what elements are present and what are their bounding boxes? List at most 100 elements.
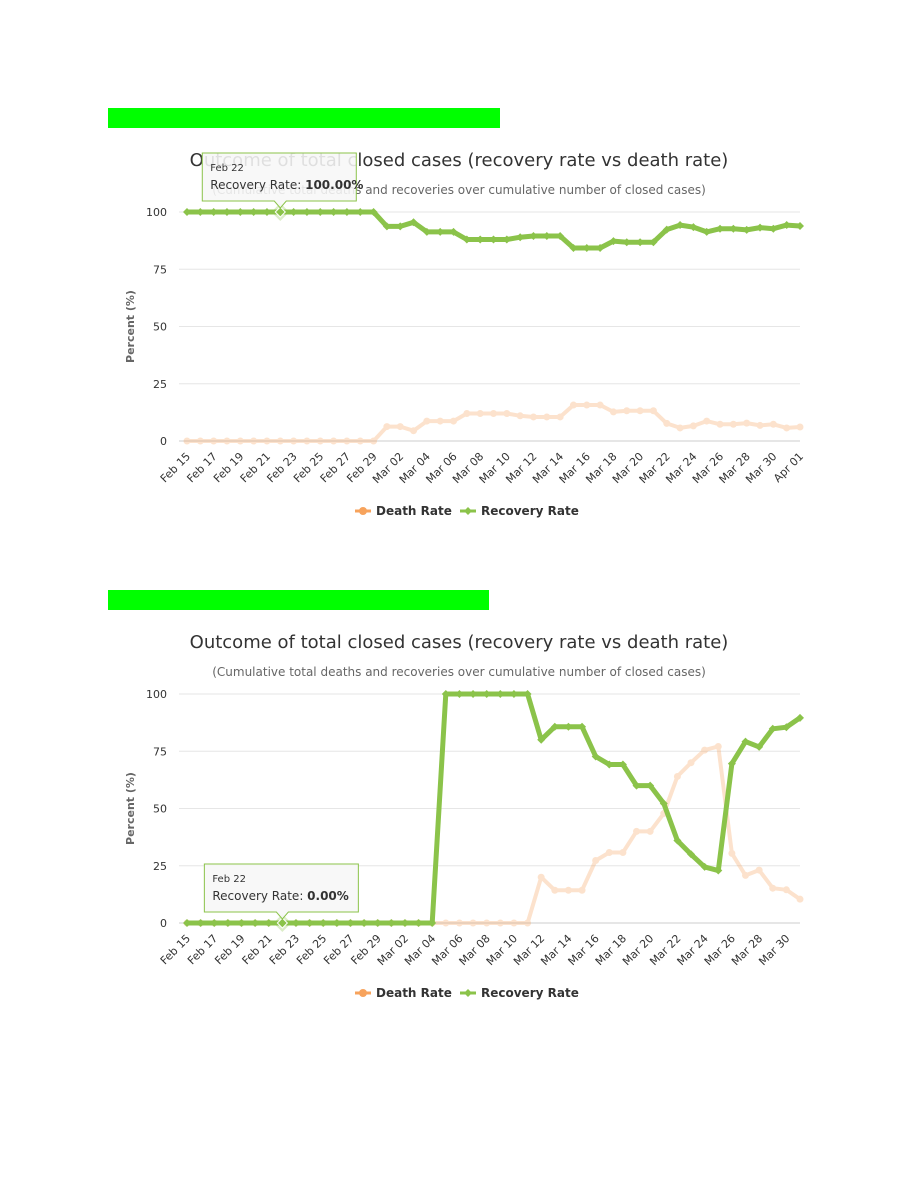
data-point[interactable]: [646, 827, 654, 835]
data-point[interactable]: [636, 238, 645, 247]
data-point[interactable]: [716, 224, 725, 233]
data-point[interactable]: [329, 208, 338, 216]
data-point[interactable]: [428, 919, 437, 927]
data-point[interactable]: [578, 886, 586, 894]
data-point[interactable]: [569, 401, 577, 409]
data-point[interactable]: [796, 895, 804, 903]
data-point[interactable]: [369, 208, 378, 216]
data-point[interactable]: [550, 722, 559, 731]
data-point[interactable]: [551, 886, 559, 894]
data-point[interactable]: [673, 836, 682, 845]
data-point[interactable]: [564, 722, 573, 731]
data-point[interactable]: [290, 437, 298, 445]
data-point[interactable]: [742, 225, 751, 234]
data-point[interactable]: [516, 233, 525, 242]
data-point[interactable]: [556, 232, 565, 241]
legend-item-death-rate[interactable]: Death Rate: [355, 986, 452, 1000]
data-point[interactable]: [689, 422, 697, 430]
data-point[interactable]: [332, 919, 341, 927]
data-point[interactable]: [316, 437, 324, 445]
data-point[interactable]: [582, 243, 591, 252]
data-point[interactable]: [742, 871, 750, 879]
data-point[interactable]: [196, 919, 205, 927]
data-point[interactable]: [529, 413, 537, 421]
data-point[interactable]: [250, 437, 258, 445]
data-point[interactable]: [291, 919, 300, 927]
data-point[interactable]: [633, 827, 641, 835]
data-point[interactable]: [564, 886, 572, 894]
data-point[interactable]: [469, 690, 478, 698]
data-point[interactable]: [490, 410, 497, 418]
data-point[interactable]: [343, 437, 351, 445]
data-point[interactable]: [450, 417, 458, 425]
data-point[interactable]: [510, 919, 518, 927]
data-point[interactable]: [236, 208, 245, 216]
data-point[interactable]: [303, 437, 311, 445]
data-point[interactable]: [605, 760, 614, 769]
data-point[interactable]: [423, 417, 431, 425]
data-point[interactable]: [755, 742, 764, 751]
data-point[interactable]: [469, 919, 477, 927]
data-point[interactable]: [509, 690, 518, 698]
data-point[interactable]: [503, 410, 511, 418]
data-point[interactable]: [383, 423, 391, 431]
data-point[interactable]: [223, 437, 231, 445]
data-point[interactable]: [489, 235, 498, 244]
data-point[interactable]: [701, 746, 709, 754]
data-point[interactable]: [455, 690, 464, 698]
data-point[interactable]: [183, 208, 191, 216]
data-point[interactable]: [769, 420, 777, 428]
data-point[interactable]: [529, 232, 538, 241]
data-point[interactable]: [463, 410, 471, 418]
data-point[interactable]: [264, 919, 273, 927]
data-point[interactable]: [410, 427, 418, 435]
data-point[interactable]: [196, 208, 205, 216]
data-point[interactable]: [782, 221, 791, 230]
data-point[interactable]: [618, 760, 627, 769]
data-point[interactable]: [436, 417, 444, 425]
data-point[interactable]: [462, 235, 471, 244]
data-point[interactable]: [714, 742, 722, 750]
data-point[interactable]: [676, 221, 685, 230]
data-point[interactable]: [455, 919, 463, 927]
data-point[interactable]: [729, 224, 738, 233]
data-point[interactable]: [609, 237, 618, 246]
data-point[interactable]: [422, 227, 431, 236]
data-point[interactable]: [619, 848, 627, 856]
data-point[interactable]: [632, 781, 641, 790]
data-point[interactable]: [687, 850, 696, 859]
data-point[interactable]: [305, 919, 314, 927]
data-point[interactable]: [646, 781, 655, 790]
data-point[interactable]: [756, 223, 765, 232]
data-point[interactable]: [496, 919, 504, 927]
data-point[interactable]: [396, 222, 405, 231]
data-point[interactable]: [210, 437, 218, 445]
data-point[interactable]: [592, 856, 600, 864]
data-point[interactable]: [649, 238, 658, 247]
data-point[interactable]: [183, 919, 191, 927]
data-point[interactable]: [302, 208, 311, 216]
legend-item-recovery-rate[interactable]: Recovery Rate: [460, 986, 579, 1000]
data-point[interactable]: [687, 759, 695, 767]
data-point[interactable]: [442, 919, 450, 927]
data-point[interactable]: [578, 722, 587, 731]
data-point[interactable]: [596, 401, 604, 409]
data-point[interactable]: [756, 421, 764, 429]
data-point[interactable]: [360, 919, 369, 927]
data-point[interactable]: [483, 919, 491, 927]
data-point[interactable]: [449, 227, 458, 236]
data-point[interactable]: [330, 437, 338, 445]
data-point[interactable]: [537, 735, 546, 744]
data-point[interactable]: [523, 690, 532, 698]
data-point[interactable]: [623, 407, 631, 415]
data-point[interactable]: [702, 227, 711, 236]
data-point[interactable]: [537, 873, 545, 881]
data-point[interactable]: [237, 919, 246, 927]
data-point[interactable]: [796, 221, 804, 230]
data-point[interactable]: [249, 208, 258, 216]
data-point[interactable]: [714, 866, 723, 875]
data-point[interactable]: [476, 235, 485, 244]
data-point[interactable]: [783, 424, 791, 432]
data-point[interactable]: [370, 437, 378, 445]
data-point[interactable]: [591, 752, 600, 761]
